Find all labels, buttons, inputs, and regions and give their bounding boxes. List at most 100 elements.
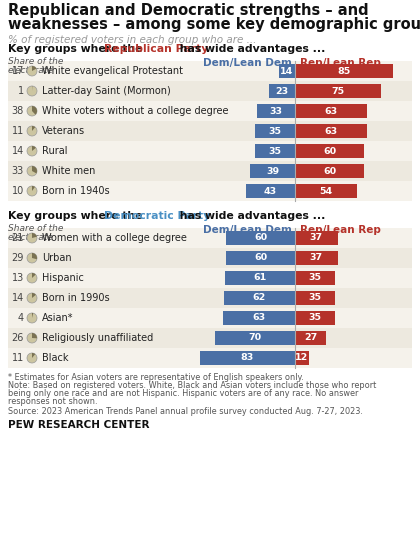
Bar	[255, 144, 295, 158]
Text: White men: White men	[42, 166, 95, 176]
Bar	[295, 331, 326, 345]
Wedge shape	[32, 333, 37, 338]
Bar	[257, 104, 295, 118]
Wedge shape	[32, 273, 36, 278]
Bar	[8, 141, 412, 161]
Bar	[8, 161, 412, 181]
Text: Born in 1990s: Born in 1990s	[42, 293, 110, 303]
Text: Religiously unaffiliated: Religiously unaffiliated	[42, 333, 153, 343]
Bar	[268, 84, 295, 98]
Bar	[8, 268, 412, 288]
Circle shape	[27, 66, 37, 76]
Wedge shape	[32, 233, 37, 238]
Text: 63: 63	[252, 314, 265, 322]
Bar	[8, 61, 412, 81]
Text: 62: 62	[253, 294, 266, 302]
Bar	[8, 348, 412, 368]
Circle shape	[27, 146, 37, 156]
Bar	[8, 328, 412, 348]
Text: Republican Party: Republican Party	[104, 44, 208, 54]
Circle shape	[27, 106, 37, 116]
Text: 37: 37	[310, 253, 323, 262]
Text: 75: 75	[331, 87, 345, 95]
Text: Rep/Lean Rep: Rep/Lean Rep	[300, 58, 381, 68]
Text: Share of the: Share of the	[8, 57, 63, 66]
Text: Hispanic: Hispanic	[42, 273, 84, 283]
Circle shape	[27, 313, 37, 323]
Bar	[295, 104, 368, 118]
Text: Rep/Lean Rep: Rep/Lean Rep	[300, 225, 381, 235]
Text: 60: 60	[254, 234, 267, 242]
Text: Share of the: Share of the	[8, 224, 63, 233]
Text: PEW RESEARCH CENTER: PEW RESEARCH CENTER	[8, 420, 150, 430]
Circle shape	[27, 333, 37, 343]
Text: weaknesses – among some key demographic groups: weaknesses – among some key demographic …	[8, 17, 420, 32]
Text: Dem/Lean Dem: Dem/Lean Dem	[203, 58, 292, 68]
Text: 21: 21	[12, 233, 24, 243]
Circle shape	[27, 253, 37, 263]
Circle shape	[27, 273, 37, 283]
Bar	[295, 291, 335, 305]
Text: Dem/Lean Dem: Dem/Lean Dem	[203, 225, 292, 235]
Text: % of registered voters in each group who are ...: % of registered voters in each group who…	[8, 35, 256, 45]
Text: 38: 38	[12, 106, 24, 116]
Text: Republican and Democratic strengths – and: Republican and Democratic strengths – an…	[8, 3, 369, 18]
Text: being only one race and are not Hispanic. Hispanic voters are of any race. No an: being only one race and are not Hispanic…	[8, 389, 358, 398]
Bar	[215, 331, 295, 345]
Text: 70: 70	[248, 333, 261, 343]
Wedge shape	[32, 66, 37, 71]
Text: 35: 35	[268, 147, 281, 155]
Text: Veterans: Veterans	[42, 126, 85, 136]
Bar	[8, 228, 412, 248]
Circle shape	[27, 166, 37, 176]
Text: Women with a college degree: Women with a college degree	[42, 233, 187, 243]
Text: 26: 26	[12, 333, 24, 343]
Bar	[295, 311, 335, 325]
Bar	[8, 81, 412, 101]
Text: 33: 33	[12, 166, 24, 176]
Text: 35: 35	[309, 314, 322, 322]
Circle shape	[27, 293, 37, 303]
Text: 10: 10	[12, 186, 24, 196]
Text: Key groups where the: Key groups where the	[8, 211, 146, 221]
Wedge shape	[32, 313, 33, 318]
Text: 14: 14	[280, 67, 294, 75]
Text: 39: 39	[266, 166, 279, 176]
Bar	[8, 248, 412, 268]
Wedge shape	[32, 293, 36, 298]
Text: 43: 43	[264, 186, 277, 196]
Text: 85: 85	[337, 67, 351, 75]
Circle shape	[27, 233, 37, 243]
Text: 29: 29	[12, 253, 24, 263]
Text: 37: 37	[310, 234, 323, 242]
Text: 35: 35	[268, 127, 281, 136]
Circle shape	[27, 86, 37, 96]
Text: Latter-day Saint (Mormon): Latter-day Saint (Mormon)	[42, 86, 171, 96]
Circle shape	[27, 353, 37, 363]
Bar	[200, 351, 295, 365]
Text: 13: 13	[12, 273, 24, 283]
Text: Born in 1940s: Born in 1940s	[42, 186, 110, 196]
Bar	[8, 101, 412, 121]
Bar	[295, 351, 309, 365]
Bar	[279, 64, 295, 78]
Wedge shape	[32, 253, 37, 259]
Text: Source: 2023 American Trends Panel annual profile survey conducted Aug. 7-27, 20: Source: 2023 American Trends Panel annua…	[8, 407, 363, 416]
Bar	[8, 181, 412, 201]
Bar	[8, 288, 412, 308]
Text: 35: 35	[309, 294, 322, 302]
Bar	[225, 271, 295, 285]
Text: has wide advantages ...: has wide advantages ...	[176, 44, 326, 54]
Bar	[295, 84, 381, 98]
Bar	[295, 164, 364, 178]
Text: 35: 35	[309, 273, 322, 283]
Text: * Estimates for Asian voters are representative of English speakers only.: * Estimates for Asian voters are represe…	[8, 373, 304, 382]
Text: 11: 11	[12, 126, 24, 136]
Text: 54: 54	[320, 186, 333, 196]
Text: 14: 14	[12, 293, 24, 303]
Text: Asian*: Asian*	[42, 313, 74, 323]
Text: 60: 60	[254, 253, 267, 262]
Text: Democratic Party: Democratic Party	[104, 211, 210, 221]
Wedge shape	[32, 186, 35, 191]
Text: 60: 60	[323, 147, 336, 155]
